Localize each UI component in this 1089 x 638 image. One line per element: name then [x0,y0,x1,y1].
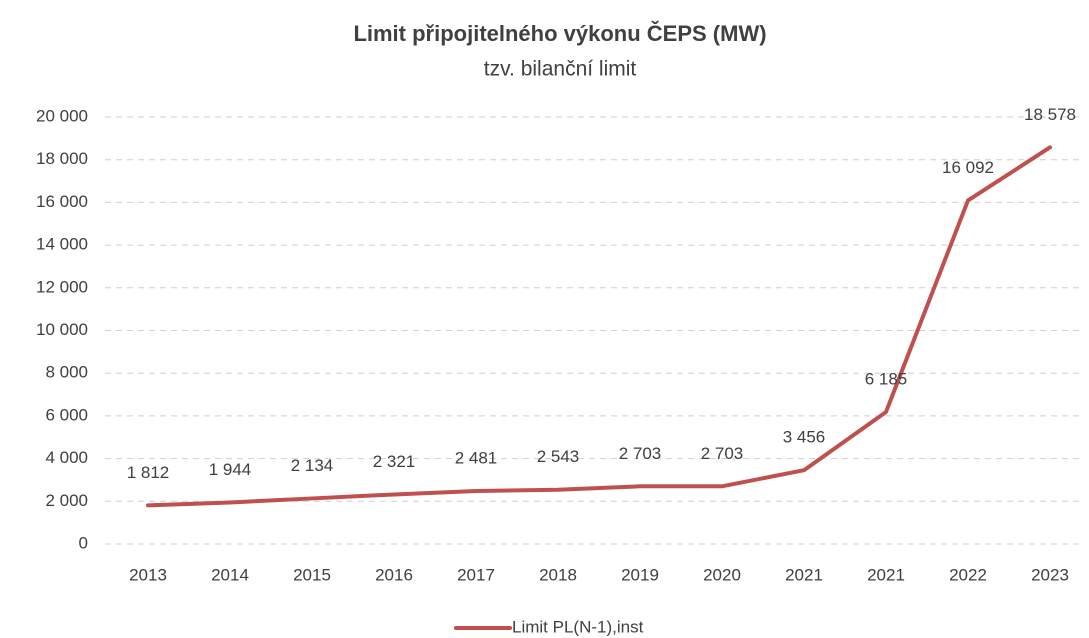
data-label: 2 481 [455,449,498,468]
y-tick-label: 8 000 [45,363,88,382]
x-tick-label: 2020 [703,565,741,584]
legend-label: Limit PL(N-1),inst [512,617,644,636]
y-tick-label: 4 000 [45,448,88,467]
data-label: 18 578 [1024,105,1076,124]
data-label: 3 456 [783,428,826,447]
x-tick-label: 2013 [129,565,167,584]
y-tick-label: 12 000 [36,277,88,296]
x-tick-label: 2018 [539,565,577,584]
x-tick-label: 2021 [867,565,905,584]
x-tick-label: 2019 [621,565,659,584]
line [146,145,1052,508]
x-tick-label: 2016 [375,565,413,584]
y-tick-label: 16 000 [36,192,88,211]
x-tick-label: 2023 [1031,565,1069,584]
y-tick-label: 6 000 [45,405,88,424]
data-label: 2 134 [291,456,334,475]
x-tick-label: 2021 [785,565,823,584]
data-label: 2 703 [701,444,744,463]
data-label: 16 092 [942,158,994,177]
x-tick-label: 2014 [211,565,249,584]
y-tick-label: 18 000 [36,149,88,168]
y-tick-label: 2 000 [45,491,88,510]
chart-title: Limit připojitelného výkonu ČEPS (MW) [353,21,766,46]
data-label: 2 321 [373,452,416,471]
data-label: 1 944 [209,460,252,479]
x-tick-label: 2015 [293,565,331,584]
x-tick-label: 2017 [457,565,495,584]
chart-subtitle: tzv. bilanční limit [484,58,637,81]
data-label: 1 812 [127,463,170,482]
data-label: 2 543 [537,447,580,466]
x-tick-label: 2022 [949,565,987,584]
data-label: 2 703 [619,444,662,463]
y-tick-label: 0 [79,533,88,552]
y-tick-label: 14 000 [36,235,88,254]
y-tick-label: 10 000 [36,320,88,339]
y-tick-label: 20 000 [36,106,88,125]
data-label: 6 185 [865,369,908,388]
